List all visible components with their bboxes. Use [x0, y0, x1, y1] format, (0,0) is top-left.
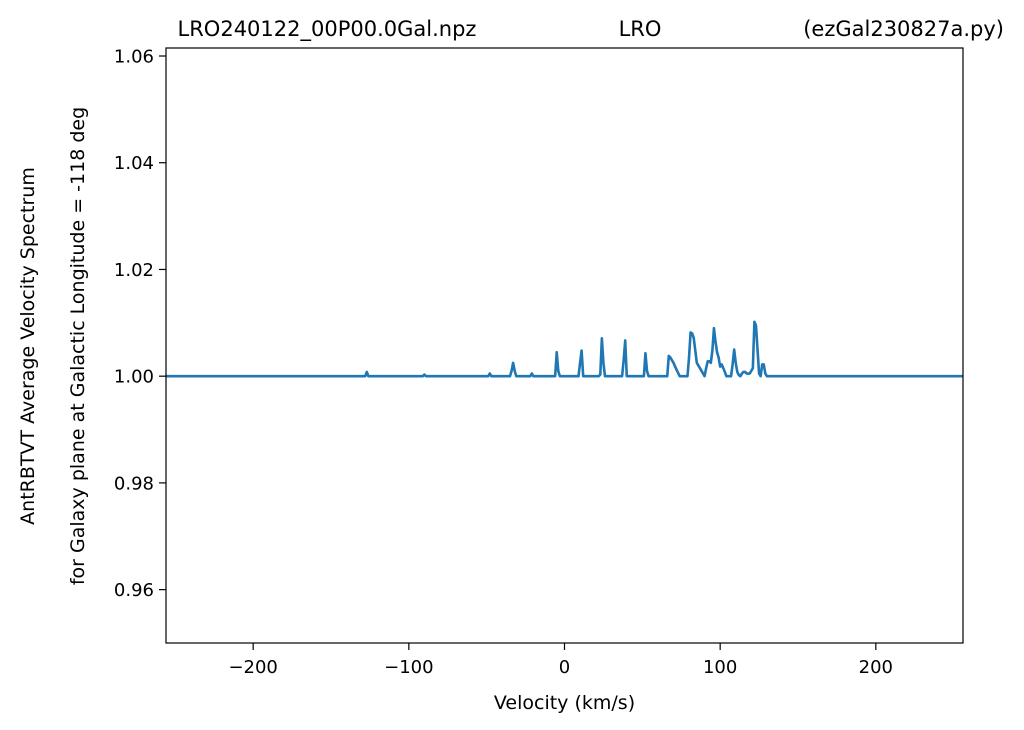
y-tick-label: 1.04	[114, 153, 154, 174]
x-tick-label: 200	[859, 657, 893, 678]
series-line	[166, 320, 963, 378]
chart-title-center: LRO	[619, 17, 662, 41]
y-tick-label: 0.96	[114, 580, 154, 601]
y-axis-label-line2: for Galaxy plane at Galactic Longitude =…	[67, 107, 89, 585]
x-tick-label: −200	[228, 657, 277, 678]
chart-title-right: (ezGal230827a.py)	[803, 17, 1004, 41]
y-tick-label: 1.02	[114, 260, 154, 281]
x-tick-label: 0	[559, 657, 570, 678]
y-tick-label: 1.06	[114, 47, 154, 68]
chart-title-left: LRO240122_00P00.0Gal.npz	[178, 17, 477, 42]
x-axis-ticks: −200 −100 0 100 200	[228, 643, 893, 678]
plot-frame	[165, 47, 964, 644]
y-tick-label: 0.98	[114, 473, 154, 494]
y-tick-label: 1.00	[114, 367, 154, 388]
x-axis-label: Velocity (km/s)	[494, 692, 635, 714]
x-tick-label: −100	[384, 657, 433, 678]
x-tick-label: 100	[703, 657, 737, 678]
y-axis-label-line1: AntRBTVT Average Velocity Spectrum	[17, 167, 39, 525]
y-axis-ticks: 0.96 0.98 1.00 1.02 1.04 1.06	[114, 47, 166, 601]
